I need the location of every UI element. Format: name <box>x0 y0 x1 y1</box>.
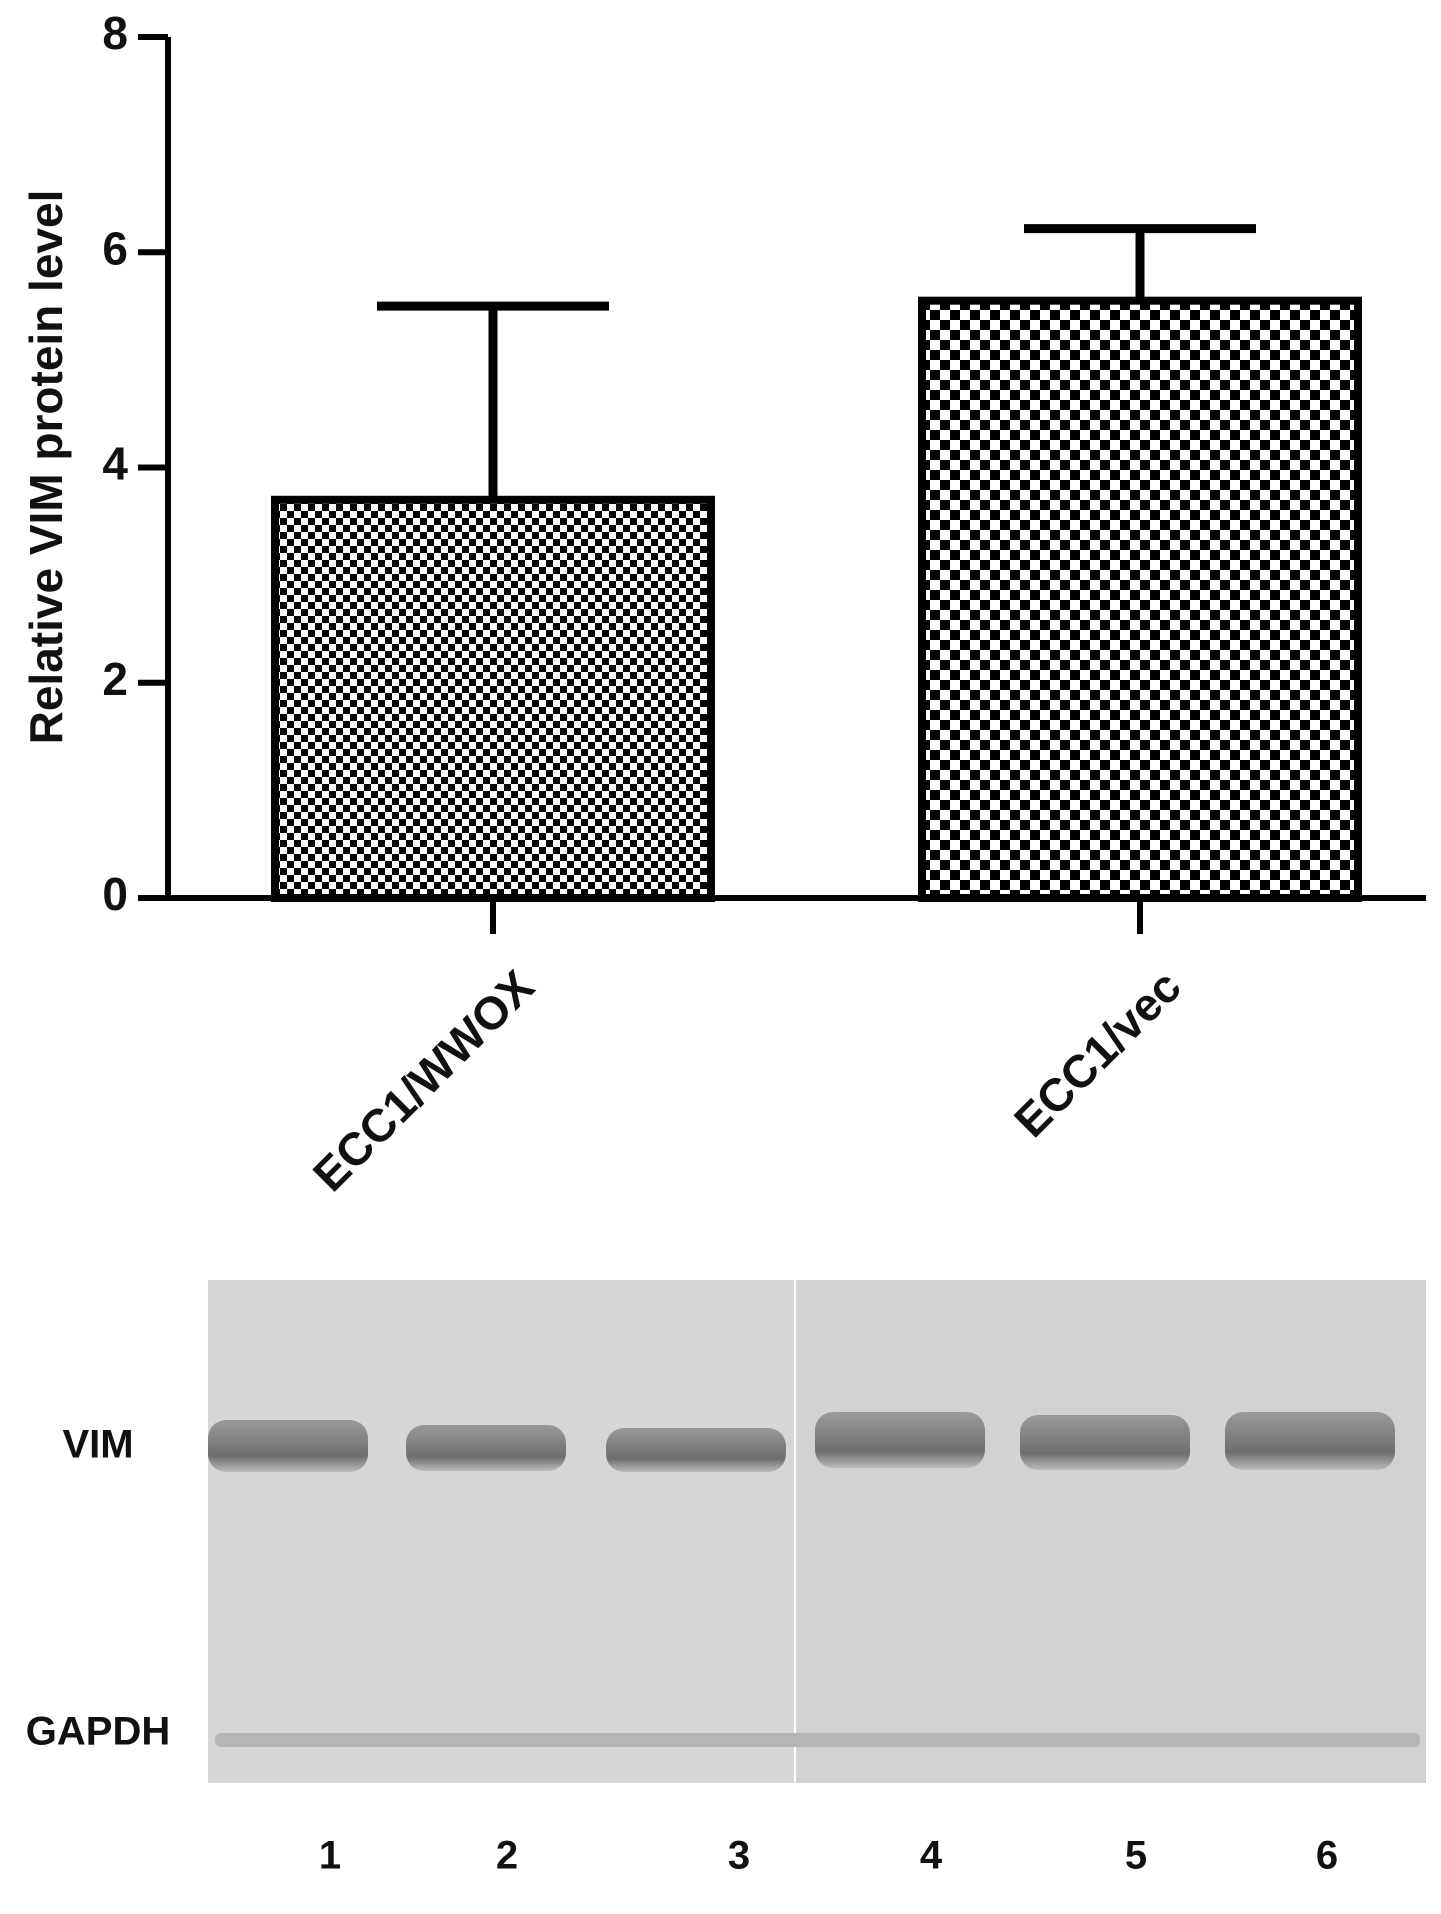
lane-label: 6 <box>1316 1834 1338 1878</box>
lane-label: 3 <box>728 1834 750 1878</box>
y-tick-label: 0 <box>102 868 128 920</box>
y-axis-title: Relative VIM protein level <box>20 190 72 745</box>
western-blot <box>208 1280 1426 1783</box>
lane-label: 1 <box>319 1834 341 1878</box>
y-tick-label: 8 <box>102 7 128 59</box>
band <box>1020 1415 1190 1470</box>
lane-label: 4 <box>920 1834 943 1878</box>
bar <box>271 495 715 902</box>
band <box>606 1428 786 1472</box>
band <box>208 1420 368 1472</box>
bar <box>918 296 1362 902</box>
x-tick-label: ECC1/vec <box>1004 960 1191 1147</box>
lane-label: 5 <box>1125 1834 1147 1878</box>
y-tick-label: 6 <box>102 222 128 274</box>
y-tick-label: 2 <box>102 653 128 705</box>
band <box>815 1412 985 1468</box>
band-label: VIM <box>62 1423 133 1467</box>
band <box>406 1425 566 1471</box>
blot-panel <box>208 1280 794 1783</box>
lane-label: 2 <box>496 1834 518 1878</box>
band <box>215 1733 1420 1747</box>
band-label: GAPDH <box>26 1710 170 1754</box>
band <box>1225 1412 1395 1470</box>
x-tick-label: ECC1/WWOX <box>303 960 544 1201</box>
y-tick-label: 4 <box>102 438 128 490</box>
blot-panel <box>796 1280 1426 1783</box>
